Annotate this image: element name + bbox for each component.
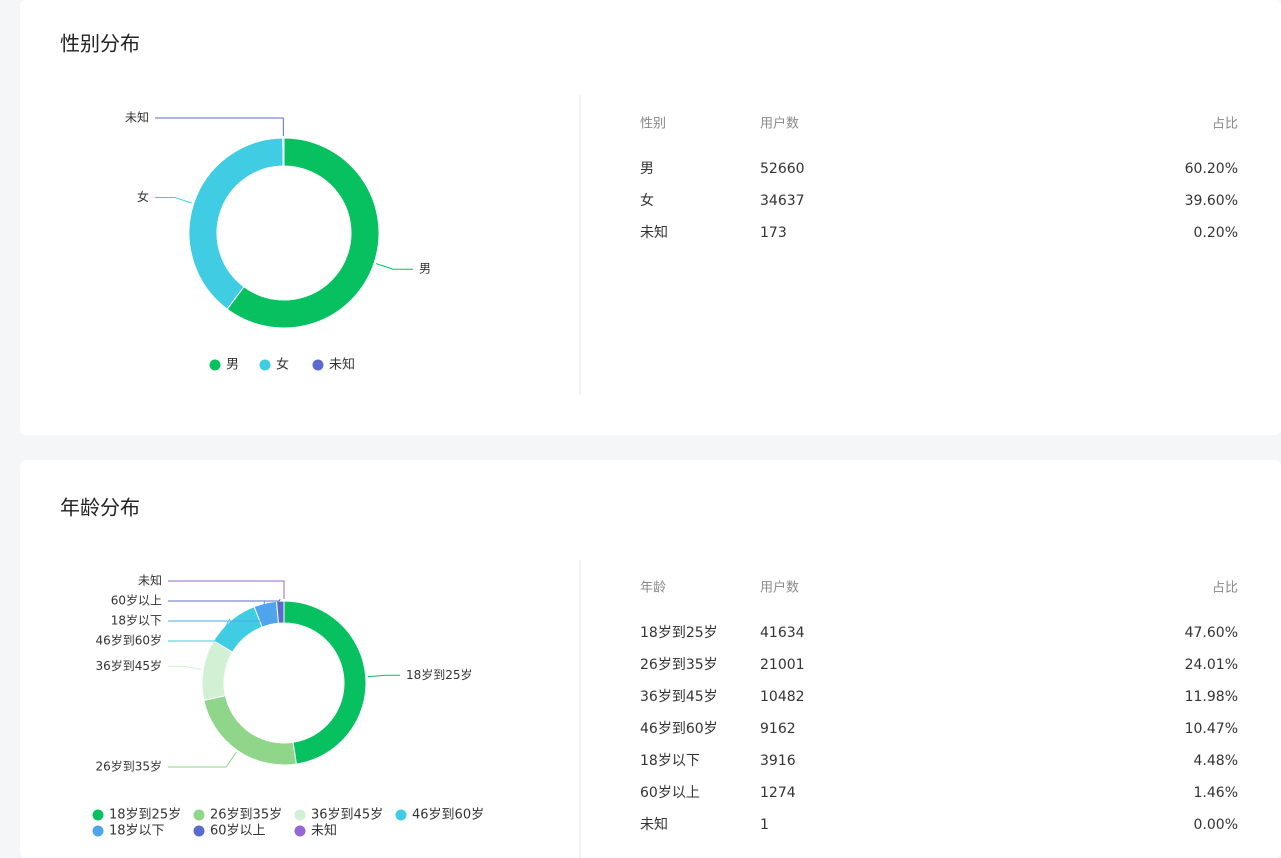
legend-dot [395,809,407,821]
table-cell: 60岁以上 [640,785,700,801]
legend-dot [294,825,306,837]
table-cell: 1 [760,817,769,833]
leader-line [155,196,192,204]
section-title: 性别分布 [60,32,140,56]
leader-line [168,580,285,600]
table-cell: 3916 [760,753,796,769]
slice-label: 46岁到60岁 [95,633,162,648]
table-cell: 女 [640,192,654,209]
donut-slice [283,600,367,765]
slice-label: 18岁以下 [111,613,162,628]
table-cell: 34637 [760,193,805,209]
legend-dot [259,359,271,371]
gender-card [20,0,1281,435]
table-cell: 10.47% [1185,721,1238,737]
table-cell: 52660 [760,161,805,177]
table-cell: 4.48% [1194,753,1238,769]
table-cell: 男 [640,161,654,177]
table-cell: 36岁到45岁 [640,689,718,705]
table-header: 占比 [1212,581,1238,596]
legend-label: 女 [276,357,289,373]
table-cell: 0.20% [1194,225,1238,241]
leader-line [367,674,400,678]
leader-line [168,665,202,670]
donut-slice [226,137,380,329]
legend-dot [92,825,104,837]
legend-label: 未知 [311,823,337,839]
legend-dot [92,809,104,821]
table-header: 性别 [640,117,666,132]
legend-dot [312,359,324,371]
table-cell: 9162 [760,721,796,737]
legend-dot [193,809,205,821]
legend-label: 36岁到45岁 [311,808,383,823]
table-cell: 10482 [760,689,805,705]
legend-dot [209,359,221,371]
leader-line [168,618,231,642]
table-header: 年龄 [640,581,666,596]
slice-label: 26岁到35岁 [95,758,162,773]
slice-label: 男 [419,262,431,276]
table-cell: 18岁以下 [640,753,700,769]
table-cell: 18岁到25岁 [640,625,718,641]
table-header: 用户数 [760,580,799,596]
slice-label: 36岁到45岁 [95,658,162,673]
donut-slice [188,137,284,310]
table-cell: 60.20% [1185,161,1238,177]
legend-label: 未知 [329,357,355,373]
slice-label: 未知 [125,111,149,125]
table-cell: 1.46% [1194,785,1238,801]
legend-dot [193,825,205,837]
table-cell: 21001 [760,657,805,673]
table-cell: 46岁到60岁 [640,721,718,737]
table-cell: 1274 [760,785,796,801]
table-header: 占比 [1212,117,1238,132]
slice-label: 60岁以上 [111,593,162,608]
table-cell: 26岁到35岁 [640,657,718,673]
leader-line [168,751,237,768]
table-cell: 47.60% [1185,625,1238,641]
legend-label: 26岁到35岁 [210,808,282,823]
leader-line [155,117,284,137]
leader-line [168,601,266,622]
leader-line [168,598,281,602]
table-cell: 39.60% [1185,193,1238,209]
table-cell: 未知 [640,816,668,833]
leader-line [375,263,413,270]
table-header: 用户数 [760,116,799,132]
table-cell: 0.00% [1194,817,1238,833]
slice-label: 未知 [138,574,162,588]
legend-label: 18岁以下 [109,824,165,839]
table-cell: 未知 [640,224,668,241]
legend-label: 60岁以上 [210,824,266,839]
legend-label: 46岁到60岁 [412,808,484,823]
donut-slice [282,137,285,167]
legend-label: 18岁到25岁 [109,808,181,823]
table-cell: 24.01% [1185,657,1238,673]
section-title: 年龄分布 [60,496,140,520]
age-card [20,460,1281,858]
slice-label: 18岁到25岁 [406,667,473,682]
table-cell: 173 [760,225,787,241]
table-cell: 41634 [760,625,805,641]
legend-dot [294,809,306,821]
legend-label: 男 [226,358,239,373]
slice-label: 女 [137,189,149,204]
table-cell: 11.98% [1185,689,1238,705]
